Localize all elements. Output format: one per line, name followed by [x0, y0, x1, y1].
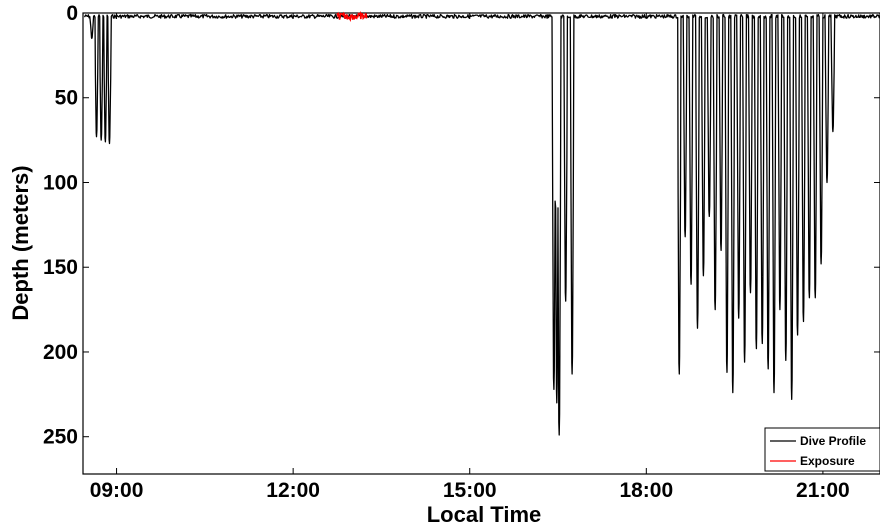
exposure-line [336, 11, 368, 23]
y-tick-label: 50 [55, 87, 78, 110]
x-tick-label: 15:00 [443, 479, 497, 502]
x-tick-label: 12:00 [266, 479, 320, 502]
legend-box [764, 427, 880, 472]
legend: Dive Profile Exposure [764, 427, 880, 472]
legend-exposure-label: Exposure [800, 454, 855, 468]
y-tick-label: 150 [43, 256, 78, 279]
plot-area [82, 12, 880, 475]
y-tick-label: 250 [43, 426, 78, 449]
plot-frame [82, 12, 880, 475]
dive-profile-line [84, 13, 880, 436]
y-tick-label: 0 [66, 2, 78, 25]
x-axis-label: Local Time [427, 502, 542, 527]
y-axis-label: Depth (meters) [8, 165, 33, 320]
series-layer [84, 11, 880, 436]
axes-layer: 0 50 100 150 200 250 09:00 12:00 15:00 18:00 21:00 [43, 2, 880, 502]
x-tick-label: 21:00 [796, 479, 850, 502]
x-tick-label: 18:00 [619, 479, 673, 502]
x-tick-label: 09:00 [90, 479, 144, 502]
y-tick-label: 200 [43, 341, 78, 364]
y-tick-label: 100 [43, 171, 78, 194]
legend-dive-profile-label: Dive Profile [800, 434, 866, 448]
